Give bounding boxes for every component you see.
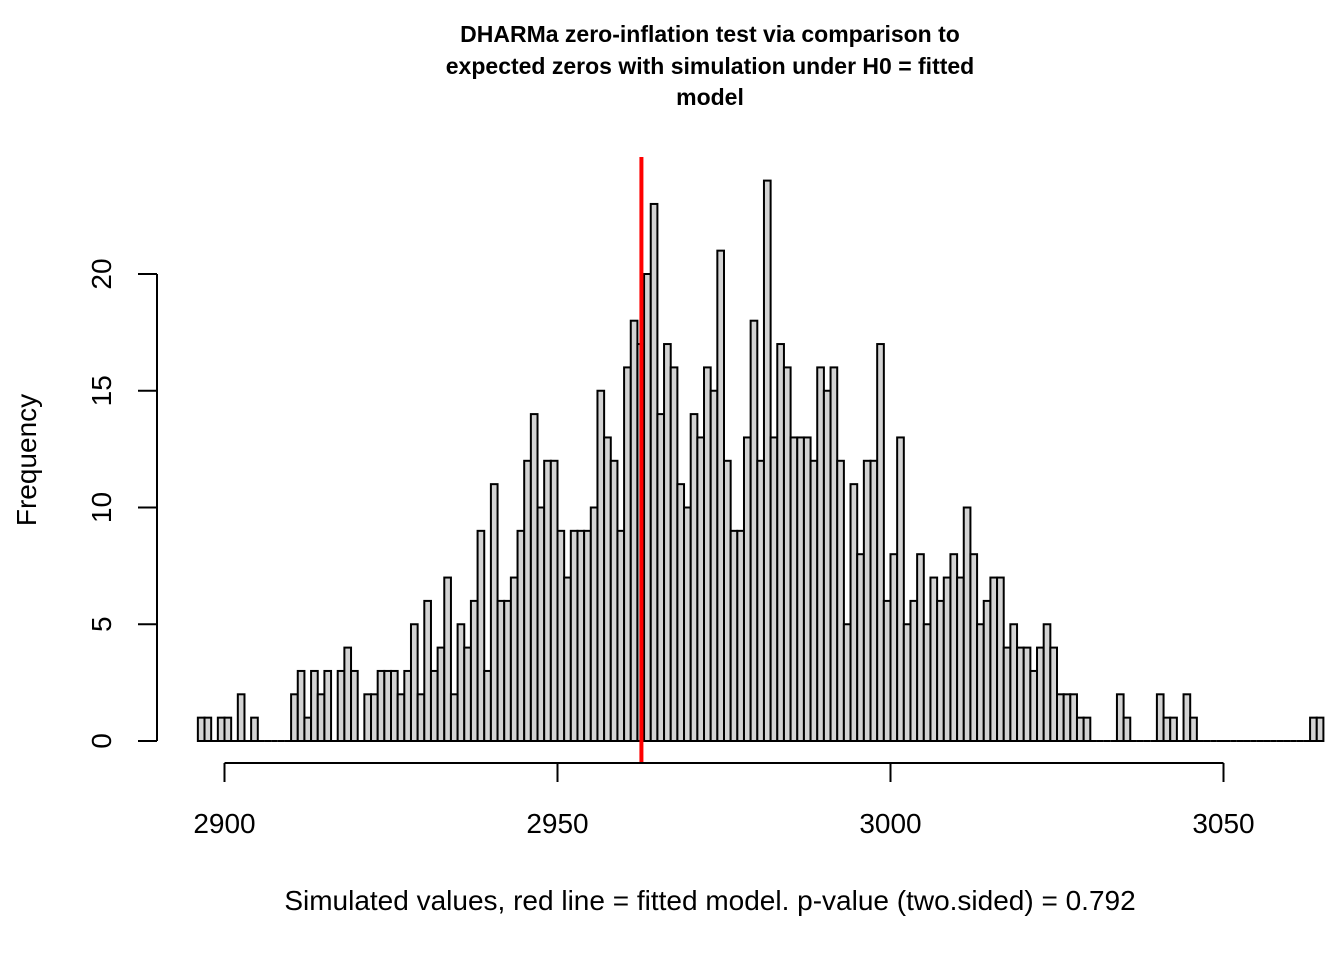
y-tick-label: 5 (86, 616, 117, 632)
chart-title-line-1: DHARMa zero-inflation test via compariso… (460, 21, 960, 47)
histogram-bar (1189, 716, 1198, 743)
histogram-bar (203, 716, 213, 743)
y-tick-label: 10 (86, 492, 117, 523)
histogram-bar (409, 623, 419, 742)
histogram-bar (443, 576, 452, 742)
histogram-bar (1315, 716, 1325, 743)
histogram-bar (1169, 716, 1178, 743)
histogram-bar (1082, 716, 1092, 743)
y-tick-label: 15 (86, 375, 117, 406)
histogram-bar (896, 436, 905, 742)
y-tick-label: 0 (86, 733, 117, 749)
histogram-bar (476, 529, 486, 742)
chart-title-line-2: expected zeros with simulation under H0 … (446, 53, 974, 79)
histogram-bar (350, 669, 359, 743)
y-axis-label: Frequency (11, 394, 42, 526)
histogram-bar (296, 669, 306, 743)
x-axis: 2900 2950 3000 3050 (193, 762, 1255, 839)
x-tick-label: 3050 (1192, 808, 1254, 839)
histogram-bar (836, 459, 845, 742)
x-tick-label: 2900 (193, 808, 255, 839)
histogram-bar (223, 716, 233, 743)
x-tick-label: 3000 (859, 808, 921, 839)
histogram-bar (876, 343, 885, 742)
x-axis-label: Simulated values, red line = fitted mode… (284, 885, 1135, 916)
histogram-bar (236, 693, 246, 742)
chart-title-line-3: model (676, 84, 744, 110)
y-axis: 0 5 10 15 20 (86, 258, 158, 749)
histogram-bar (323, 669, 333, 743)
y-tick-label: 20 (86, 258, 117, 289)
chart-title: DHARMa zero-inflation test via compariso… (446, 21, 974, 110)
histogram-bar (250, 716, 259, 743)
histogram-bars (196, 179, 1325, 743)
x-tick-label: 2950 (526, 808, 588, 839)
histogram-bar (1122, 716, 1132, 743)
